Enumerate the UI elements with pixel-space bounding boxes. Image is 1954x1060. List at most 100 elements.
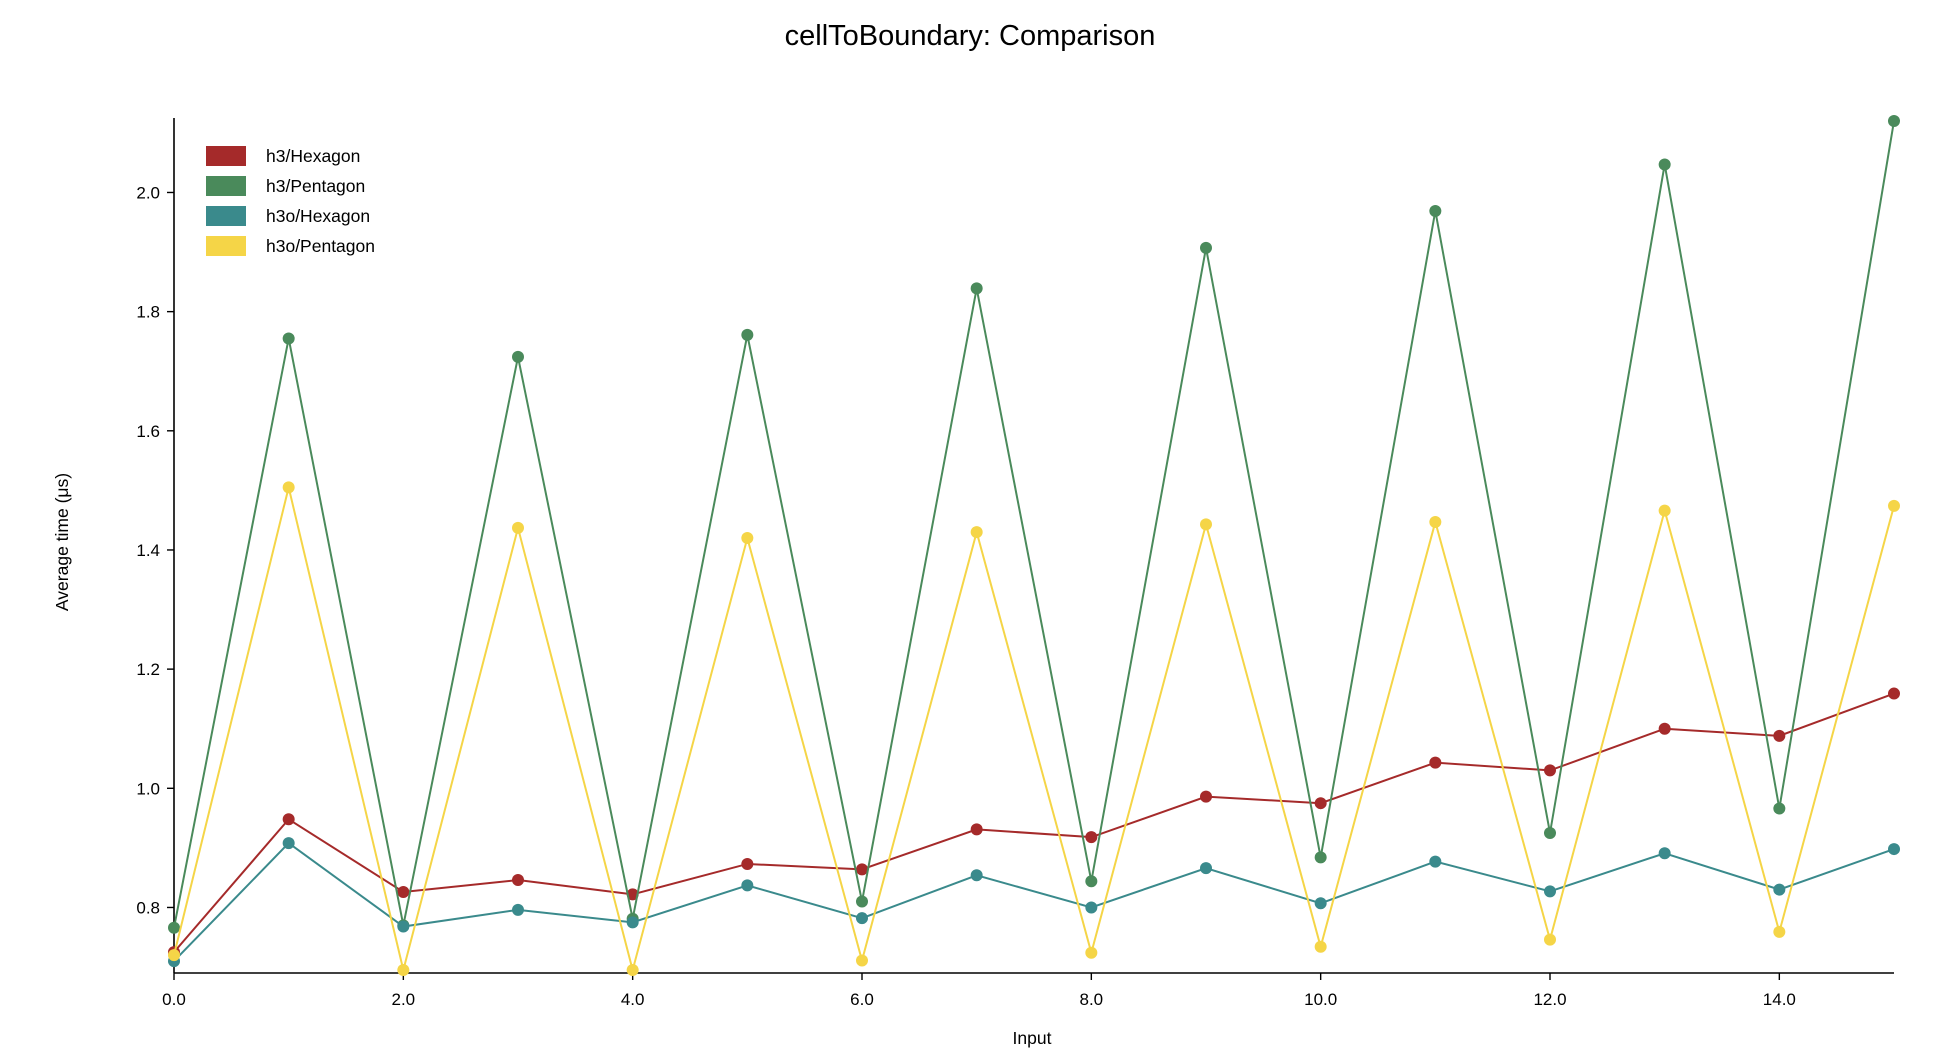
- x-tick-label: 4.0: [621, 990, 645, 1009]
- data-point: [1658, 158, 1671, 171]
- data-point: [1200, 241, 1212, 254]
- data-point: [168, 949, 180, 962]
- x-tick-label: 0.0: [162, 990, 186, 1009]
- series-line: [173, 120, 1895, 928]
- x-tick-label: 14.0: [1763, 990, 1796, 1009]
- data-point: [741, 857, 754, 870]
- data-point: [970, 526, 983, 539]
- series-line: [173, 487, 1895, 974]
- data-point: [282, 837, 295, 850]
- series-h3o-pentagon: [168, 481, 1900, 977]
- data-point: [1314, 797, 1327, 810]
- data-point: [970, 869, 983, 882]
- data-point: [512, 521, 524, 534]
- x-tick-label: 10.0: [1304, 990, 1337, 1009]
- y-tick-label: 0.8: [136, 898, 160, 917]
- data-point: [1658, 722, 1671, 735]
- y-tick-label: 1.8: [136, 303, 160, 322]
- legend-label: h3/Pentagon: [266, 176, 365, 196]
- y-tick-label: 1.4: [136, 541, 160, 560]
- data-point: [856, 954, 868, 967]
- data-point: [626, 964, 639, 977]
- data-point: [1888, 687, 1900, 700]
- data-point: [1314, 897, 1327, 910]
- legend-swatch: [206, 206, 246, 226]
- data-point: [1773, 883, 1786, 896]
- x-tick-label: 6.0: [850, 990, 874, 1009]
- y-tick-label: 1.0: [136, 779, 160, 798]
- legend-label: h3/Hexagon: [266, 146, 360, 166]
- data-point: [512, 874, 524, 887]
- x-tick-label: 12.0: [1533, 990, 1566, 1009]
- data-point: [1773, 729, 1786, 742]
- y-tick-label: 1.2: [136, 660, 160, 679]
- chart-title: cellToBoundary: Comparison: [785, 20, 1156, 52]
- data-point: [1544, 933, 1556, 946]
- data-point: [282, 481, 295, 494]
- data-point: [1658, 504, 1671, 517]
- data-point: [1314, 940, 1327, 953]
- data-point: [1888, 843, 1900, 856]
- data-point: [1429, 756, 1442, 769]
- y-tick-label: 1.6: [136, 422, 160, 441]
- axes: [173, 118, 1894, 974]
- data-point: [1773, 925, 1786, 938]
- data-point: [1888, 114, 1900, 127]
- data-point: [1200, 862, 1212, 875]
- x-tick-label: 8.0: [1080, 990, 1104, 1009]
- data-point: [1085, 901, 1098, 914]
- y-tick-label: 2.0: [136, 183, 160, 202]
- x-tick-label: 2.0: [392, 990, 416, 1009]
- legend-label: h3o/Pentagon: [266, 236, 375, 256]
- data-point: [1085, 946, 1098, 959]
- data-point: [1314, 851, 1327, 864]
- data-point: [1658, 847, 1671, 860]
- data-point: [741, 532, 754, 545]
- legend-swatch: [206, 236, 246, 256]
- legend-swatch: [206, 146, 246, 166]
- data-point: [970, 823, 983, 836]
- data-point: [1544, 826, 1556, 839]
- data-point: [1429, 204, 1442, 217]
- data-point: [1888, 499, 1900, 512]
- data-point: [1773, 802, 1786, 815]
- series-h3-pentagon: [168, 114, 1900, 934]
- y-axis-label: Average time (μs): [52, 473, 72, 611]
- x-axis-label: Input: [1013, 1028, 1052, 1048]
- data-point: [856, 895, 868, 908]
- data-point: [397, 920, 410, 933]
- y-axis-ticks: 0.8 1.0 1.2 1.4 1.6 1.8 2.0: [136, 183, 174, 917]
- series-layer: [168, 114, 1900, 977]
- data-point: [856, 912, 868, 925]
- data-point: [626, 916, 639, 929]
- data-point: [1200, 790, 1212, 803]
- data-point: [282, 332, 295, 345]
- series-line: [173, 841, 1895, 962]
- legend-swatch: [206, 176, 246, 196]
- data-point: [282, 813, 295, 826]
- data-point: [626, 888, 639, 901]
- data-point: [512, 903, 524, 916]
- data-point: [397, 885, 410, 898]
- data-point: [1429, 855, 1442, 868]
- data-point: [970, 282, 983, 295]
- data-point: [1544, 764, 1556, 777]
- data-point: [1085, 831, 1098, 844]
- data-point: [1200, 518, 1212, 531]
- series-line: [173, 692, 1895, 953]
- data-point: [741, 879, 754, 892]
- data-point: [512, 350, 524, 363]
- data-point: [1085, 875, 1098, 888]
- series-h3-hexagon: [168, 687, 1900, 959]
- legend-label: h3o/Hexagon: [266, 206, 370, 226]
- data-point: [168, 921, 180, 934]
- data-point: [1429, 515, 1442, 528]
- series-h3o-hexagon: [168, 837, 1900, 968]
- data-point: [856, 863, 868, 876]
- x-axis-ticks: 0.0 2.0 4.0 6.0 8.0 10.0 12.0 14.0: [162, 973, 1796, 1009]
- legend: h3/Hexagon h3/Pentagon h3o/Hexagon h3o/Pent…: [206, 146, 375, 256]
- data-point: [397, 964, 410, 977]
- data-point: [741, 328, 754, 341]
